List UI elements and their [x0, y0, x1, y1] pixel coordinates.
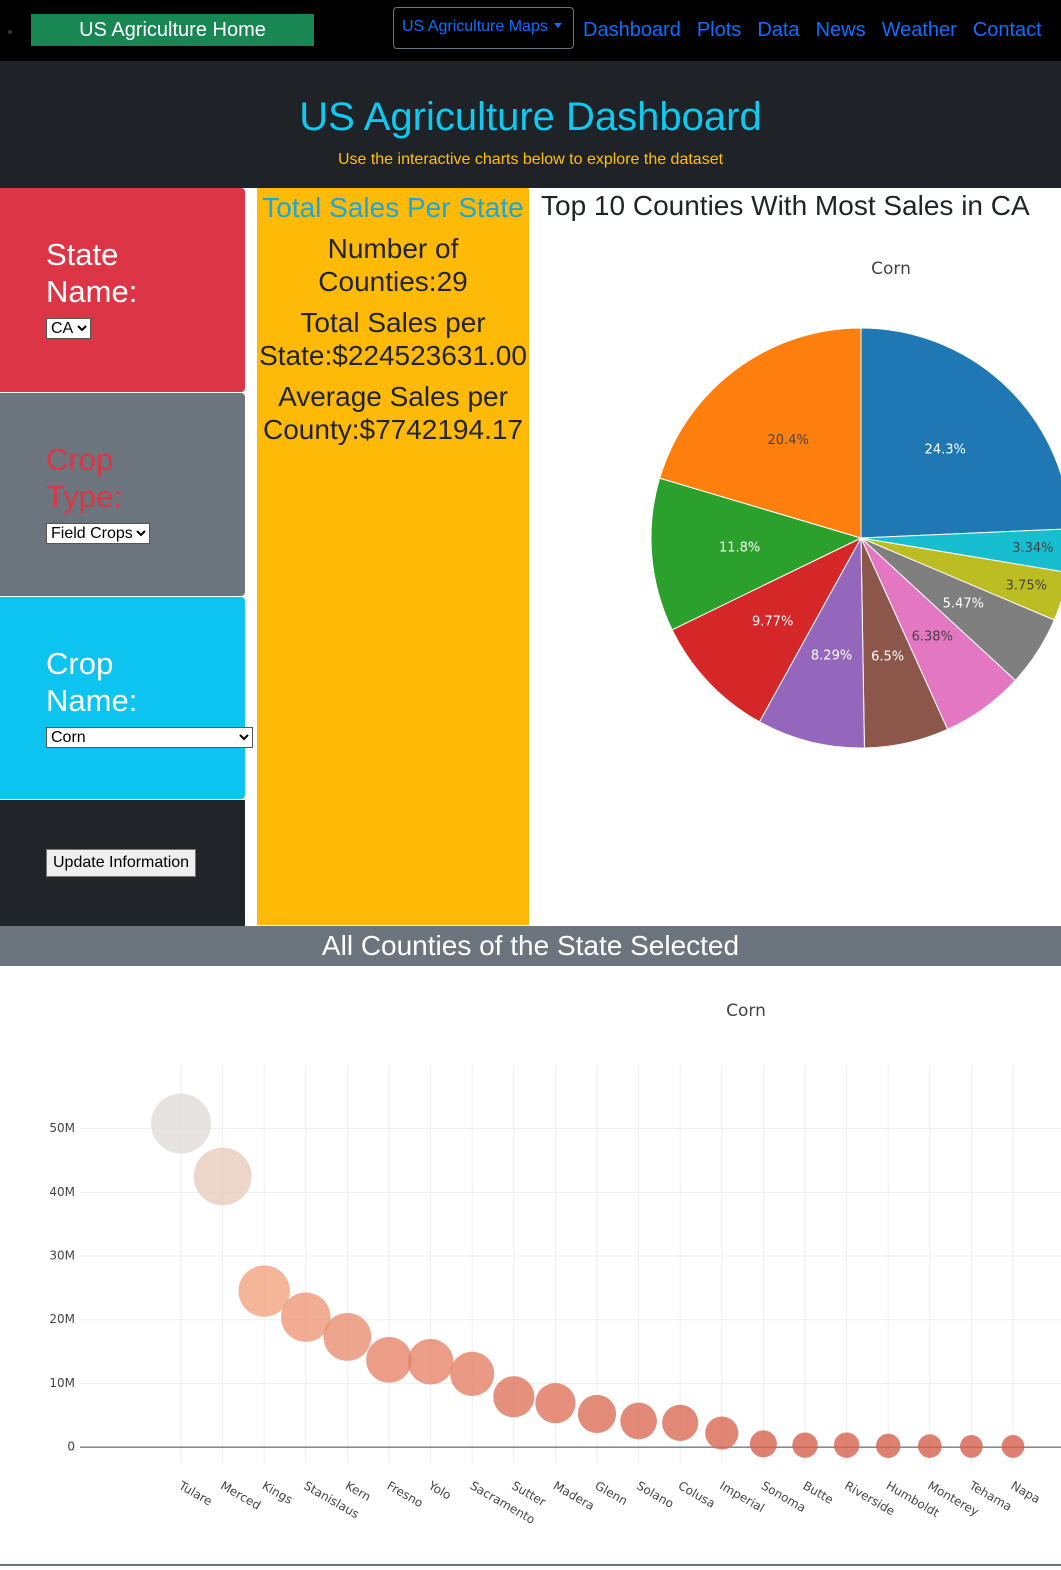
pie-panel: Top 10 Counties With Most Sales in CA Co…	[529, 188, 1061, 925]
x-tick-label: Glenn	[593, 1478, 631, 1508]
slice-label: 6.5%	[871, 649, 904, 664]
chart-title: Corn	[726, 1001, 766, 1021]
slice-label: 11.8%	[719, 540, 760, 555]
bubble	[792, 1432, 818, 1458]
state-label: State Name:	[46, 237, 138, 309]
slice-label: 6.38%	[912, 629, 953, 644]
navbar: US Agriculture Home US Agriculture Maps …	[0, 0, 1061, 61]
maps-dropdown[interactable]: US Agriculture Maps	[393, 7, 574, 49]
crop-name-card: Crop Name: Corn	[0, 597, 253, 799]
bubble	[366, 1336, 412, 1383]
slice-label: 20.4%	[768, 433, 809, 448]
x-tick-label: Imperial	[717, 1478, 767, 1515]
bubble	[193, 1147, 252, 1206]
stat-item: Total Sales per State:$224523631.00	[259, 307, 527, 371]
y-tick-label: 40M	[49, 1185, 75, 1199]
y-tick-label: 50M	[49, 1121, 75, 1135]
y-tick-label: 10M	[49, 1376, 75, 1390]
slice-label: 3.34%	[1012, 541, 1053, 556]
page-subtitle: Use the interactive charts below to expl…	[337, 151, 724, 168]
crop-name-select[interactable]: Corn	[46, 727, 253, 748]
update-button[interactable]: Update Information	[46, 849, 197, 877]
stat-item: Average Sales per County:$7742194.17	[263, 381, 523, 445]
bubble	[151, 1093, 211, 1154]
pie-heading: Top 10 Counties With Most Sales in CA	[541, 190, 1030, 221]
slice-label: 5.47%	[943, 597, 984, 612]
bubble	[238, 1265, 290, 1317]
bubble	[407, 1338, 454, 1385]
slice-label: 3.75%	[1006, 579, 1047, 594]
nav-links: Dashboard Plots Data News Weather Contac…	[583, 14, 1042, 46]
crop-type-select[interactable]: Field Crops	[46, 523, 150, 544]
y-tick-label: 30M	[49, 1249, 75, 1263]
pie-slice	[671, 536, 863, 723]
slice-label: 24.3%	[925, 443, 966, 458]
bubble	[662, 1404, 699, 1441]
bubble	[917, 1434, 942, 1458]
bubble	[1001, 1435, 1025, 1458]
bubble	[493, 1376, 535, 1418]
page-title: US Agriculture Dashboard	[299, 95, 762, 139]
x-tick-label: Tulare	[176, 1478, 215, 1509]
pie-slice	[860, 327, 1061, 539]
x-tick-label: Sonoma	[759, 1478, 808, 1515]
stats-panel: Total Sales Per State Number of Counties…	[257, 188, 529, 925]
bubble	[749, 1430, 777, 1458]
x-tick-label: Fresno	[385, 1478, 426, 1510]
nav-link[interactable]: Dashboard	[583, 19, 681, 41]
bubble	[450, 1351, 495, 1396]
nav-toggle[interactable]	[8, 30, 12, 34]
y-tick-label: 20M	[49, 1312, 75, 1326]
chart-title: Corn	[871, 259, 911, 279]
bubble	[281, 1292, 331, 1342]
stat-item: Number of Counties:29	[318, 233, 468, 297]
header: US Agriculture Dashboard Use the interac…	[0, 61, 1061, 188]
caret	[553, 23, 562, 28]
nav-link[interactable]: Data	[757, 19, 800, 41]
bubble	[620, 1402, 657, 1440]
bubble	[705, 1416, 739, 1450]
update-card: Update Information	[0, 800, 245, 926]
x-tick-label: Merced	[218, 1478, 263, 1512]
bubble	[876, 1433, 901, 1458]
state-card: State Name: CA	[0, 188, 245, 392]
state-select[interactable]: CA	[46, 318, 91, 339]
bubble	[535, 1383, 576, 1424]
pie-slice	[650, 477, 863, 631]
y-tick-label: 0	[67, 1440, 75, 1454]
brand-link[interactable]: US Agriculture Home	[31, 14, 314, 46]
nav-link[interactable]: Plots	[696, 19, 742, 41]
slice-label: 9.77%	[752, 614, 793, 629]
section-bar: All Counties of the State Selected	[0, 926, 1061, 966]
crop-type-card: Crop Type: Field Crops	[0, 393, 245, 596]
x-tick-label: Yolo	[425, 1478, 453, 1503]
x-tick-label: Madera	[551, 1478, 597, 1513]
bubble	[577, 1394, 617, 1434]
x-tick-label: Kings	[260, 1478, 295, 1506]
crop-name-label: Crop Name:	[46, 646, 138, 718]
bubble	[833, 1432, 860, 1458]
pie-slice	[659, 327, 862, 539]
slice-label: 8.29%	[811, 649, 852, 664]
x-tick-label: Solano	[634, 1478, 676, 1510]
bubble	[323, 1312, 372, 1361]
nav-link[interactable]: Contact	[972, 19, 1042, 41]
stats-title: Total Sales Per State	[262, 192, 524, 223]
pie-chart: Corn 24.3% 3.34% 3.75% 5.47% 6.38% 6.5% 8.29% 9…	[650, 259, 1061, 749]
pie-slice	[860, 528, 1061, 572]
nav-link[interactable]: News	[815, 19, 866, 41]
pie-slice	[758, 536, 865, 749]
x-tick-label: Colusa	[676, 1478, 718, 1510]
bubble	[960, 1435, 983, 1458]
crop-type-label: Crop Type:	[46, 442, 122, 514]
bubble-panel: Corn 0 10M 20M 30M 40M 50M Tulare Merced Kings St…	[0, 966, 1061, 1566]
nav-link[interactable]: Weather	[881, 19, 957, 41]
dropdown-label: US Agriculture Maps	[402, 18, 548, 35]
